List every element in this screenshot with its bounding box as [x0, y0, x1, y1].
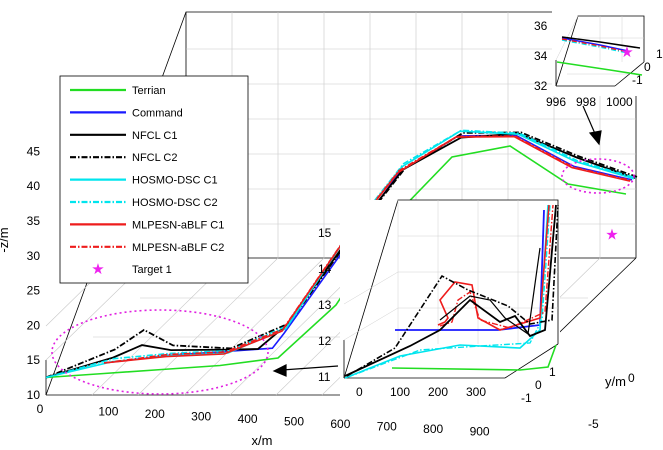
inset2-series-group	[344, 204, 559, 379]
inset1-z-tick: 34	[534, 49, 548, 63]
x-tick-label: 700	[377, 420, 397, 434]
inset1-nfcl-line	[561, 36, 641, 49]
inset2-z-tick: 14	[318, 262, 332, 276]
inset2-y-tick: 0	[535, 378, 542, 392]
target-marker: ★	[605, 227, 618, 244]
inset2-series-line	[439, 204, 554, 329]
inset2-z-tick: 13	[318, 298, 332, 312]
inset1-tick-labels: 32 34 36 996 998 1000 -101	[534, 19, 663, 109]
z-tick-label: 15	[27, 353, 41, 367]
inset2-series-line	[347, 204, 551, 378]
z-tick-label: 45	[27, 144, 41, 158]
inset2-z-tick: 11	[318, 370, 331, 384]
inset2-series-line	[439, 247, 541, 336]
inset2-z-tick: 15	[318, 226, 332, 240]
legend-label: NFCL C2	[132, 152, 177, 164]
inset1-z-tick: 32	[534, 79, 548, 93]
y-tick-label: -5	[588, 417, 599, 431]
y-axis-label: y/m	[605, 374, 626, 389]
z-axis-label: -z/m	[0, 227, 11, 252]
x-tick-label: 200	[145, 407, 165, 421]
inset1-command-line	[561, 37, 629, 52]
z-tick-label: 25	[27, 284, 41, 298]
inset1-x-tick: 1000	[606, 95, 633, 109]
y-tick-labels: -505	[588, 371, 635, 431]
inset2-x-tick: 0	[356, 385, 363, 399]
x-tick-labels: 0 100 200 300 400 500 600 700 800 900	[37, 402, 490, 439]
legend-label: Terrian	[132, 85, 166, 97]
y-tick-label: 0	[628, 371, 635, 385]
inset2-y-tick: 1	[549, 365, 556, 379]
inset2-x-tick: 300	[466, 385, 486, 399]
inset2-series-line	[346, 204, 559, 377]
highlight-ellipse-start	[51, 309, 269, 395]
series-line	[45, 131, 638, 379]
inset2-y-tick: -1	[521, 391, 532, 405]
legend-label: MLPESN-aBLF C2	[132, 242, 224, 254]
series-line	[103, 135, 632, 364]
inset2-series-line	[391, 344, 557, 371]
x-tick-label: 0	[37, 402, 44, 416]
z-tick-label: 35	[27, 214, 41, 228]
inset2-series-line	[344, 204, 557, 377]
z-tick-label: 20	[27, 318, 41, 332]
inset2-z-tick: 12	[318, 334, 332, 348]
legend-label: MLPESN-aBLF C1	[132, 219, 224, 231]
series-line	[45, 129, 636, 379]
inset1-target-star: ★	[620, 44, 633, 61]
inset1-hosmo-line	[561, 39, 629, 54]
legend-label: Target 1	[132, 264, 172, 276]
series-line	[45, 145, 627, 379]
x-tick-label: 100	[98, 405, 118, 419]
legend-star-icon: ★	[91, 261, 104, 278]
inset1-z-tick: 36	[534, 19, 548, 33]
legend-label: HOSMO-DSC C1	[132, 175, 218, 187]
inset1-y-tick: -1	[632, 73, 643, 87]
inset1-y-tick: 0	[644, 60, 651, 74]
main-series-group: ★	[45, 129, 638, 379]
inset2-x-tick: 100	[390, 385, 410, 399]
x-tick-label: 800	[423, 422, 443, 436]
legend-label: NFCL C1	[132, 130, 177, 142]
z-tick-label: 10	[27, 388, 41, 402]
legend-label: Command	[132, 107, 183, 119]
inset1-y-tick: 1	[656, 47, 663, 61]
arrow-icon	[272, 105, 602, 377]
z-tick-labels: 10 15 20 25 30 35 40 45	[27, 144, 41, 402]
x-axis-label: x/m	[252, 433, 273, 448]
x-tick-label: 600	[330, 417, 350, 431]
legend-label: HOSMO-DSC C2	[132, 197, 218, 209]
inset1-mlpesn-line	[561, 38, 629, 53]
z-tick-label: 40	[27, 179, 41, 193]
inset2-x-tick: 200	[428, 385, 448, 399]
x-tick-label: 900	[470, 425, 490, 439]
z-tick-label: 30	[27, 249, 41, 263]
x-tick-label: 400	[238, 412, 258, 426]
inset1-x-tick: 996	[546, 95, 566, 109]
inset-top-right: ★ 32 34 36 996 998 1000 -101	[534, 2, 663, 109]
x-tick-label: 300	[191, 410, 211, 424]
inset1-terrain-line	[556, 61, 643, 76]
x-tick-label: 500	[284, 415, 304, 429]
highlight-ellipse-target	[561, 158, 635, 194]
inset1-x-tick: 998	[576, 95, 596, 109]
legend: Terrian Command NFCL C1 NFCL C2 HOSMO-DSC C1…	[59, 75, 249, 284]
